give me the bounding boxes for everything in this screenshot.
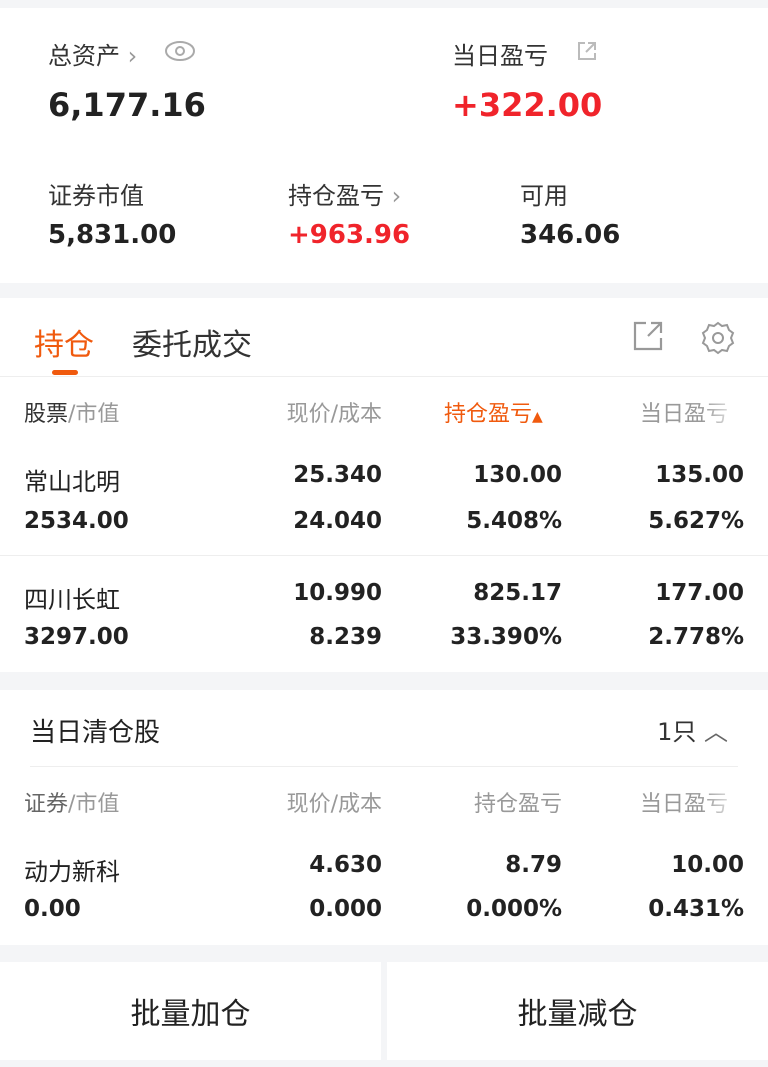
position-pnl: 130.00 bbox=[473, 462, 562, 488]
daily-pnl-pct: 5.627% bbox=[648, 508, 744, 534]
daily-pnl-pct: 2.778% bbox=[648, 624, 744, 650]
stock-header: 证券 bbox=[24, 792, 69, 817]
market-value: 2534.00 bbox=[24, 508, 129, 534]
daily-pnl: 10.00 bbox=[671, 852, 744, 878]
account-summary: 总资产 › 6,177.16 当日盈亏 +322.00 证券市值 5,831.0… bbox=[0, 8, 768, 283]
market-value: 5,831.00 bbox=[48, 220, 177, 250]
col-position-pnl-header[interactable]: 持仓盈亏 bbox=[473, 792, 562, 817]
daily-pnl: 135.00 bbox=[655, 462, 744, 488]
cleared-stocks-panel: 当日清仓股 1只 ︿ 证券/市值 现价/成本 持仓盈亏 当日盈亏 动力新科 0.… bbox=[0, 690, 768, 945]
col-stock-header[interactable]: 股票/市值 bbox=[24, 396, 119, 428]
daily-pnl-pct: 0.431% bbox=[648, 896, 744, 922]
divider bbox=[30, 766, 738, 767]
available-label: 可用 bbox=[520, 182, 568, 210]
total-assets-label: 总资产 bbox=[48, 42, 120, 70]
cleared-count: 1只 bbox=[657, 718, 697, 746]
available-value: 346.06 bbox=[520, 220, 621, 250]
cost-price: 0.000 bbox=[309, 896, 382, 922]
divider bbox=[0, 555, 768, 556]
total-assets-link[interactable]: 总资产 › bbox=[48, 36, 137, 71]
position-pnl-value: +963.96 bbox=[288, 220, 411, 250]
position-pnl-link[interactable]: 持仓盈亏 › bbox=[288, 176, 401, 211]
batch-reduce-button[interactable]: 批量减仓 bbox=[387, 962, 768, 1060]
tab-orders[interactable]: 委托成交 bbox=[132, 328, 252, 363]
daily-pnl-value: +322.00 bbox=[452, 86, 603, 124]
cost-price: 24.040 bbox=[293, 508, 382, 534]
col-daily-pnl-header[interactable]: 当日盈亏 bbox=[640, 792, 729, 817]
position-pnl-pct: 5.408% bbox=[466, 508, 562, 534]
table-row[interactable]: 常山北明 2534.00 25.340 24.040 130.00 5.408%… bbox=[0, 438, 768, 555]
col-daily-pnl-header[interactable]: 当日盈亏 bbox=[640, 402, 729, 427]
daily-pnl: 177.00 bbox=[655, 580, 744, 606]
cost-price: 8.239 bbox=[309, 624, 382, 650]
col-price-header[interactable]: 现价/成本 bbox=[286, 402, 382, 427]
divider bbox=[0, 376, 768, 377]
current-price: 10.990 bbox=[293, 580, 382, 606]
market-value: 0.00 bbox=[24, 896, 81, 922]
col-position-pnl-header[interactable]: 持仓盈亏▲ bbox=[444, 396, 543, 428]
market-value-label: 证券市值 bbox=[48, 182, 144, 210]
export-icon[interactable] bbox=[632, 320, 664, 352]
cleared-title: 当日清仓股 bbox=[30, 718, 161, 748]
market-value-header: /市值 bbox=[68, 402, 120, 427]
current-price: 25.340 bbox=[293, 462, 382, 488]
col-stock-header[interactable]: 证券/市值 bbox=[24, 786, 119, 818]
chevron-up-icon: ︿ bbox=[704, 718, 728, 746]
stock-name: 动力新科 bbox=[24, 858, 120, 886]
stock-name: 四川长虹 bbox=[24, 586, 120, 614]
total-assets-value: 6,177.16 bbox=[48, 86, 206, 124]
eye-icon[interactable] bbox=[164, 40, 196, 62]
position-pnl-label: 持仓盈亏 bbox=[288, 182, 384, 210]
position-pnl: 825.17 bbox=[473, 580, 562, 606]
chevron-right-icon: › bbox=[391, 182, 402, 210]
stock-header: 股票 bbox=[24, 402, 69, 427]
current-price: 4.630 bbox=[309, 852, 382, 878]
position-pnl-pct: 33.390% bbox=[450, 624, 562, 650]
chevron-right-icon: › bbox=[127, 42, 138, 70]
tab-holdings[interactable]: 持仓 bbox=[34, 328, 94, 363]
gear-icon[interactable] bbox=[700, 320, 736, 356]
batch-add-button[interactable]: 批量加仓 bbox=[0, 962, 381, 1060]
position-pnl-pct: 0.000% bbox=[466, 896, 562, 922]
daily-pnl-label: 当日盈亏 bbox=[452, 42, 548, 70]
holdings-panel: 持仓 委托成交 股票/市值 现价/成本 持仓盈亏▲ 当日盈亏 常山北明 2534… bbox=[0, 298, 768, 672]
position-pnl: 8.79 bbox=[505, 852, 562, 878]
cleared-toggle[interactable]: 1只 ︿ bbox=[657, 712, 728, 747]
share-icon[interactable] bbox=[576, 40, 598, 62]
market-value-header: /市值 bbox=[68, 792, 120, 817]
sort-icon: ▲ bbox=[532, 409, 543, 425]
market-value: 3297.00 bbox=[24, 624, 129, 650]
col-price-header[interactable]: 现价/成本 bbox=[286, 792, 382, 817]
active-tab-indicator bbox=[52, 370, 78, 375]
stock-name: 常山北明 bbox=[24, 468, 120, 496]
position-pnl-header: 持仓盈亏 bbox=[444, 402, 533, 427]
table-row[interactable]: 四川长虹 3297.00 10.990 8.239 825.17 33.390%… bbox=[0, 556, 768, 672]
table-row[interactable]: 动力新科 0.00 4.630 0.000 8.79 0.000% 10.00 … bbox=[0, 830, 768, 940]
